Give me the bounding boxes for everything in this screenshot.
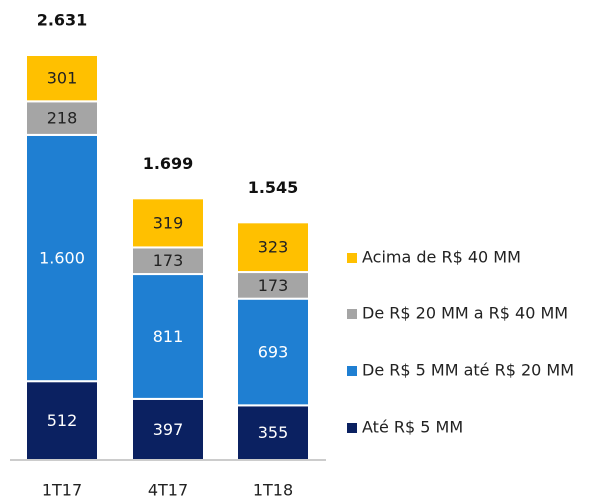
bar-segment xyxy=(131,246,205,276)
x-tick-label: 4T17 xyxy=(148,481,188,500)
total-label: 1.699 xyxy=(143,154,194,173)
value-label: 301 xyxy=(47,69,78,88)
bar-segment xyxy=(236,221,310,274)
bar-segment xyxy=(131,273,205,400)
bar-segment xyxy=(25,54,99,103)
total-label: 1.545 xyxy=(248,178,299,197)
bar-segment xyxy=(236,297,310,407)
value-label: 218 xyxy=(47,109,78,128)
legend-swatch xyxy=(347,366,357,376)
legend-label: Acima de R$ 40 MM xyxy=(362,248,521,267)
value-label: 397 xyxy=(153,420,184,439)
bar-segment xyxy=(25,380,99,461)
bar-segment xyxy=(236,271,310,300)
value-label: 355 xyxy=(258,423,289,442)
x-tick-label: 1T18 xyxy=(253,481,293,500)
legend-swatch xyxy=(347,253,357,263)
value-label: 173 xyxy=(153,251,184,270)
value-label: 693 xyxy=(258,343,289,362)
value-label: 173 xyxy=(258,276,289,295)
value-label: 811 xyxy=(153,327,184,346)
legend-label: De R$ 20 MM a R$ 40 MM xyxy=(362,304,568,323)
value-label: 319 xyxy=(153,213,184,232)
bar-segment xyxy=(25,133,99,383)
legend-label: Até R$ 5 MM xyxy=(362,418,463,437)
legend-swatch xyxy=(347,309,357,319)
legend-label: De R$ 5 MM até R$ 20 MM xyxy=(362,361,574,380)
value-label: 323 xyxy=(258,238,289,257)
value-label: 512 xyxy=(47,411,78,430)
total-label: 2.631 xyxy=(37,11,88,30)
value-label: 1.600 xyxy=(39,249,85,268)
legend-swatch xyxy=(347,423,357,433)
x-tick-label: 1T17 xyxy=(42,481,82,500)
bar-segment xyxy=(131,197,205,249)
